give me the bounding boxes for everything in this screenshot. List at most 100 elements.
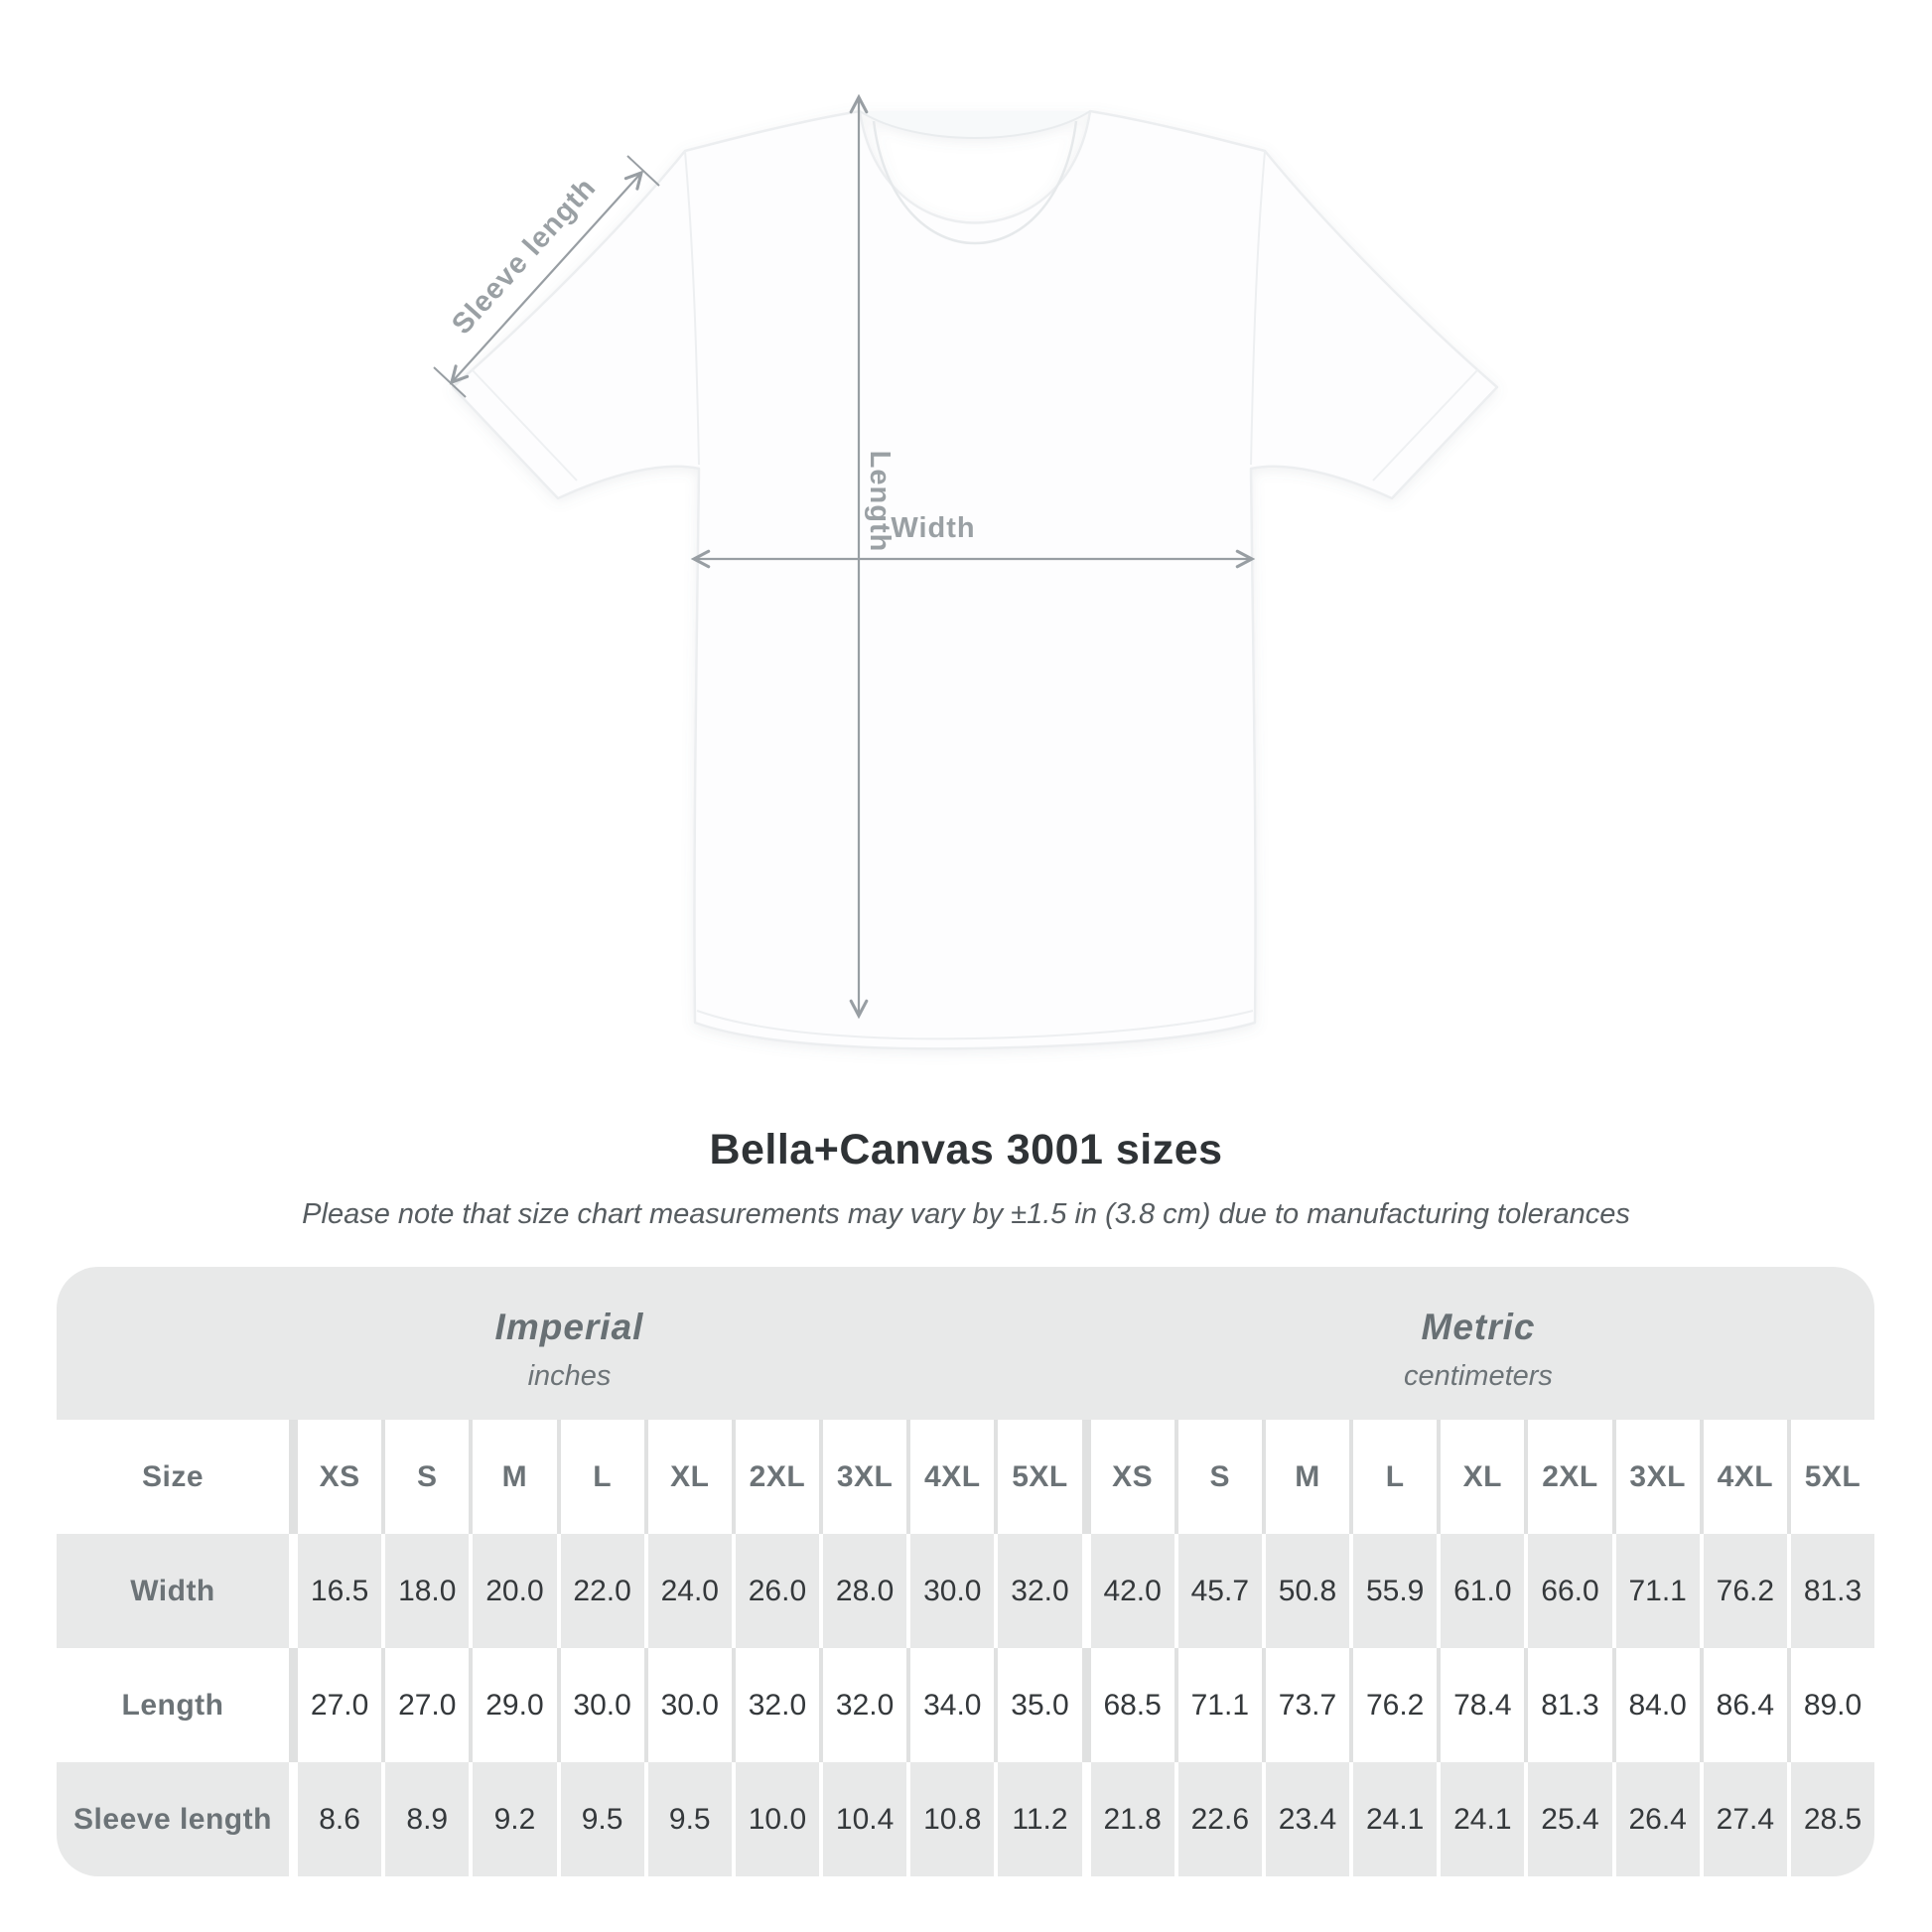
metric-value-cell: 23.4 xyxy=(1265,1762,1350,1876)
size-header-imperial-2xl: 2XL xyxy=(735,1420,820,1534)
page-subtitle: Please note that size chart measurements… xyxy=(302,1198,1630,1230)
imperial-value-cell: 20.0 xyxy=(473,1534,557,1648)
metric-group-label: Metric xyxy=(1421,1306,1536,1347)
size-header-imperial-5xl: 5XL xyxy=(998,1420,1082,1534)
metric-value-cell: 22.6 xyxy=(1177,1762,1262,1876)
metric-value-cell: 42.0 xyxy=(1090,1534,1174,1648)
size-header-imperial-xs: XS xyxy=(298,1420,382,1534)
metric-value-cell: 73.7 xyxy=(1265,1648,1350,1762)
row-label: Length xyxy=(57,1648,289,1762)
collar-back-seam xyxy=(859,110,1091,139)
imperial-group-header: Imperial inches xyxy=(57,1267,1082,1420)
metric-value-cell: 50.8 xyxy=(1265,1534,1350,1648)
metric-value-cell: 81.3 xyxy=(1790,1534,1874,1648)
metric-value-cell: 61.0 xyxy=(1441,1534,1525,1648)
metric-value-cell: 68.5 xyxy=(1090,1648,1174,1762)
imperial-value-cell: 29.0 xyxy=(473,1648,557,1762)
imperial-value-cell: 24.0 xyxy=(647,1534,732,1648)
size-header-imperial-3xl: 3XL xyxy=(823,1420,907,1534)
imperial-value-cell: 9.5 xyxy=(560,1762,644,1876)
size-header-imperial-s: S xyxy=(385,1420,470,1534)
size-header-metric-2xl: 2XL xyxy=(1528,1420,1612,1534)
metric-value-cell: 84.0 xyxy=(1615,1648,1700,1762)
imperial-value-cell: 22.0 xyxy=(560,1534,644,1648)
size-header-imperial-xl: XL xyxy=(647,1420,732,1534)
size-header-row: Size XS S M L XL 2XL 3XL 4XL 5XL XS S M L XL 2XL 3XL 4XL 5… xyxy=(57,1420,1874,1534)
metric-value-cell: 28.5 xyxy=(1790,1762,1874,1876)
size-header-metric-5xl: 5XL xyxy=(1790,1420,1874,1534)
collar-rib-seam xyxy=(872,120,1078,245)
size-header-metric-xs: XS xyxy=(1090,1420,1174,1534)
unit-group-header: Imperial inches Metric centimeters xyxy=(57,1267,1874,1420)
page-title: Bella+Canvas 3001 sizes xyxy=(709,1126,1223,1173)
size-column-header: Size xyxy=(57,1420,289,1534)
imperial-value-cell: 35.0 xyxy=(998,1648,1082,1762)
imperial-value-cell: 30.0 xyxy=(647,1648,732,1762)
metric-value-cell: 76.2 xyxy=(1703,1534,1787,1648)
imperial-value-cell: 32.0 xyxy=(735,1648,820,1762)
imperial-value-cell: 34.0 xyxy=(910,1648,995,1762)
sleeve-arrow-end-tick xyxy=(626,155,660,187)
metric-value-cell: 81.3 xyxy=(1528,1648,1612,1762)
imperial-value-cell: 27.0 xyxy=(298,1648,382,1762)
size-table: Imperial inches Metric centimeters Size X… xyxy=(57,1267,1874,1876)
imperial-group-label: Imperial xyxy=(494,1306,644,1347)
imperial-value-cell: 10.8 xyxy=(910,1762,995,1876)
metric-value-cell: 24.1 xyxy=(1441,1762,1525,1876)
imperial-value-cell: 28.0 xyxy=(823,1534,907,1648)
imperial-value-cell: 8.9 xyxy=(385,1762,470,1876)
tshirt-outline xyxy=(451,109,1499,1050)
metric-value-cell: 24.1 xyxy=(1353,1762,1438,1876)
metric-value-cell: 78.4 xyxy=(1441,1648,1525,1762)
metric-value-cell: 21.8 xyxy=(1090,1762,1174,1876)
size-header-metric-s: S xyxy=(1177,1420,1262,1534)
size-header-metric-3xl: 3XL xyxy=(1615,1420,1700,1534)
right-sleeve-seam xyxy=(1250,150,1266,466)
imperial-value-cell: 10.4 xyxy=(823,1762,907,1876)
tshirt-illustration xyxy=(451,109,1499,1050)
imperial-value-cell: 10.0 xyxy=(735,1762,820,1876)
metric-value-cell: 86.4 xyxy=(1703,1648,1787,1762)
length-label: Length xyxy=(864,451,896,553)
tshirt-diagram: Length Width Sleeve length xyxy=(433,93,1499,1050)
imperial-value-cell: 27.0 xyxy=(385,1648,470,1762)
width-label: Width xyxy=(891,512,975,544)
size-header-imperial-l: L xyxy=(560,1420,644,1534)
measurement-row-width: Width 16.5 18.0 20.0 22.0 24.0 26.0 28.0 30.0 32.… xyxy=(57,1534,1874,1648)
size-header-imperial-m: M xyxy=(473,1420,557,1534)
imperial-value-cell: 18.0 xyxy=(385,1534,470,1648)
size-header-imperial-4xl: 4XL xyxy=(910,1420,995,1534)
metric-value-cell: 89.0 xyxy=(1790,1648,1874,1762)
size-header-metric-m: M xyxy=(1265,1420,1350,1534)
imperial-value-cell: 30.0 xyxy=(910,1534,995,1648)
imperial-group-unit: inches xyxy=(527,1359,612,1392)
imperial-value-cell: 26.0 xyxy=(735,1534,820,1648)
imperial-value-cell: 9.5 xyxy=(647,1762,732,1876)
left-cuff-fold xyxy=(471,368,578,482)
imperial-value-cell: 32.0 xyxy=(998,1534,1082,1648)
measurement-row-length: Length 27.0 27.0 29.0 30.0 30.0 32.0 32.0 34.0 35… xyxy=(57,1648,1874,1762)
imperial-value-cell: 16.5 xyxy=(298,1534,382,1648)
imperial-value-cell: 32.0 xyxy=(823,1648,907,1762)
hem-stitch xyxy=(696,1010,1254,1040)
right-cuff-fold xyxy=(1372,368,1479,482)
row-label: Sleeve length xyxy=(57,1762,289,1876)
metric-value-cell: 71.1 xyxy=(1615,1534,1700,1648)
metric-value-cell: 25.4 xyxy=(1528,1762,1612,1876)
size-header-metric-4xl: 4XL xyxy=(1703,1420,1787,1534)
size-header-metric-xl: XL xyxy=(1441,1420,1525,1534)
imperial-value-cell: 11.2 xyxy=(998,1762,1082,1876)
metric-value-cell: 27.4 xyxy=(1703,1762,1787,1876)
left-sleeve-seam xyxy=(684,150,700,466)
imperial-value-cell: 30.0 xyxy=(560,1648,644,1762)
metric-group-header: Metric centimeters xyxy=(1082,1267,1874,1420)
metric-group-unit: centimeters xyxy=(1404,1359,1553,1392)
imperial-value-cell: 8.6 xyxy=(298,1762,382,1876)
measurement-row-sleeve-length: Sleeve length 8.6 8.9 9.2 9.5 9.5 10.0 10.4 10.8… xyxy=(57,1762,1874,1876)
metric-value-cell: 71.1 xyxy=(1177,1648,1262,1762)
size-header-metric-l: L xyxy=(1353,1420,1438,1534)
sleeve-arrow-start-tick xyxy=(433,366,467,398)
imperial-value-cell: 9.2 xyxy=(473,1762,557,1876)
metric-value-cell: 55.9 xyxy=(1353,1534,1438,1648)
